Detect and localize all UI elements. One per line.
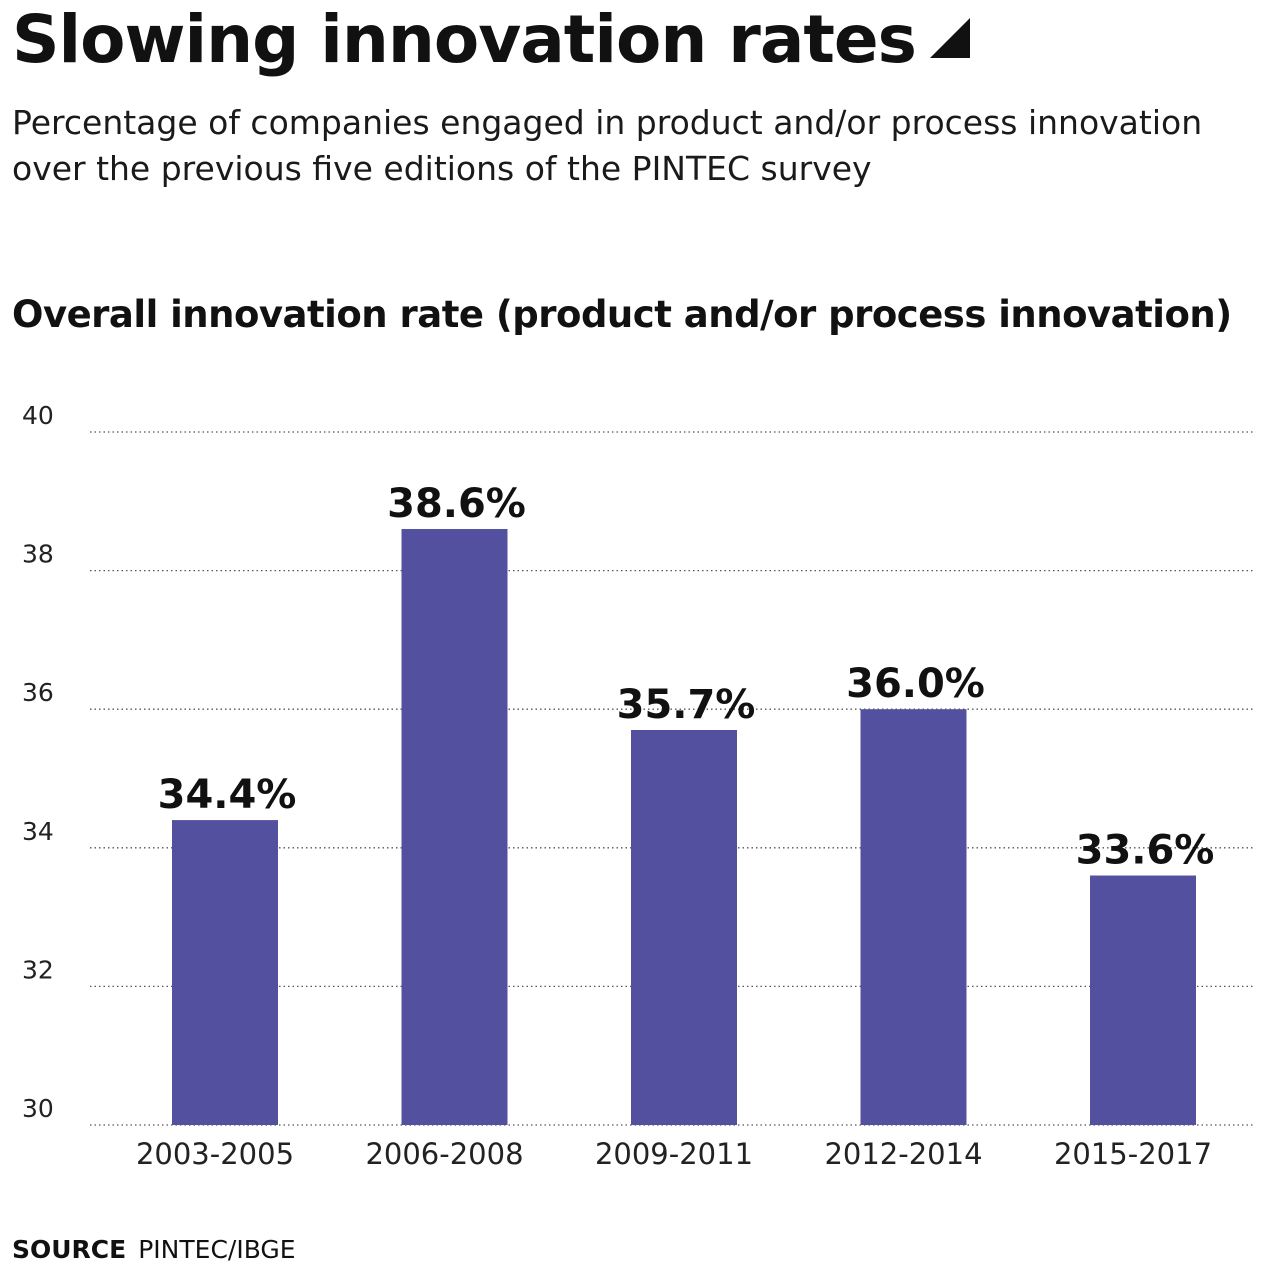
y-axis-ticks: 30 32 34 36 38 40 bbox=[22, 401, 54, 1123]
page-title-text: Slowing innovation rates bbox=[12, 1, 917, 78]
bars bbox=[172, 529, 1196, 1125]
source-text: PINTEC/IBGE bbox=[138, 1235, 296, 1264]
data-label: 38.6% bbox=[387, 481, 526, 527]
x-tick-label: 2003-2005 bbox=[136, 1137, 294, 1171]
data-label: 36.0% bbox=[846, 661, 985, 707]
data-label: 35.7% bbox=[617, 682, 756, 728]
y-tick-label: 38 bbox=[22, 540, 54, 569]
data-label: 34.4% bbox=[158, 772, 297, 818]
x-tick-label: 2012-2014 bbox=[824, 1137, 982, 1171]
data-label: 33.6% bbox=[1076, 828, 1215, 874]
y-tick-label: 32 bbox=[22, 955, 54, 984]
bar bbox=[401, 529, 508, 1125]
source-note: SOURCE PINTEC/IBGE bbox=[12, 1232, 296, 1268]
chart-title: Overall innovation rate (product and/or … bbox=[12, 293, 1232, 336]
bar bbox=[172, 820, 278, 1125]
bar bbox=[860, 709, 967, 1125]
bar bbox=[1090, 875, 1196, 1125]
gridlines bbox=[90, 431, 1255, 1126]
page-subtitle: Percentage of companies engaged in produ… bbox=[12, 103, 1203, 188]
x-tick-label: 2009-2011 bbox=[595, 1137, 753, 1171]
data-labels: 34.4% 38.6% 35.7% 36.0% 33.6% bbox=[158, 481, 1215, 874]
y-tick-label: 40 bbox=[22, 401, 54, 430]
x-axis-ticks: 2003-2005 2006-2008 2009-2011 2012-2014 2015… bbox=[136, 1137, 1212, 1171]
page-title: Slowing innovation rates bbox=[12, 0, 970, 80]
bar bbox=[631, 729, 737, 1125]
x-tick-label: 2015-2017 bbox=[1054, 1137, 1212, 1171]
source-label: SOURCE bbox=[12, 1235, 127, 1264]
x-tick-label: 2006-2008 bbox=[365, 1137, 523, 1171]
triangle-arrow-icon bbox=[929, 17, 970, 58]
y-tick-label: 30 bbox=[22, 1094, 54, 1123]
y-tick-label: 34 bbox=[22, 817, 54, 846]
y-tick-label: 36 bbox=[22, 678, 54, 707]
